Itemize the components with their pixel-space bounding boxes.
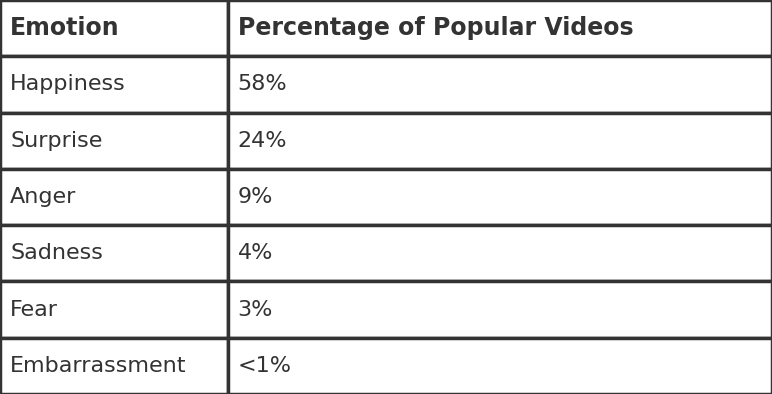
Text: 58%: 58% — [238, 74, 287, 95]
Text: Anger: Anger — [10, 187, 76, 207]
Text: Fear: Fear — [10, 299, 58, 320]
Bar — [228, 113, 772, 169]
Text: <1%: <1% — [238, 356, 292, 376]
Bar — [228, 225, 772, 281]
Bar — [0, 56, 228, 113]
Bar — [0, 281, 228, 338]
Text: 4%: 4% — [238, 243, 273, 263]
Text: 9%: 9% — [238, 187, 273, 207]
Bar — [228, 338, 772, 394]
Bar — [228, 281, 772, 338]
Text: Surprise: Surprise — [10, 131, 103, 151]
Text: Happiness: Happiness — [10, 74, 126, 95]
Text: Sadness: Sadness — [10, 243, 103, 263]
Bar — [228, 169, 772, 225]
Bar — [0, 225, 228, 281]
Bar — [0, 338, 228, 394]
Text: Embarrassment: Embarrassment — [10, 356, 187, 376]
Bar — [0, 113, 228, 169]
Text: Percentage of Popular Videos: Percentage of Popular Videos — [238, 16, 633, 40]
Bar — [0, 0, 228, 56]
Bar — [228, 56, 772, 113]
Bar — [0, 169, 228, 225]
Text: Emotion: Emotion — [10, 16, 120, 40]
Text: 24%: 24% — [238, 131, 287, 151]
Bar — [228, 0, 772, 56]
Text: 3%: 3% — [238, 299, 273, 320]
